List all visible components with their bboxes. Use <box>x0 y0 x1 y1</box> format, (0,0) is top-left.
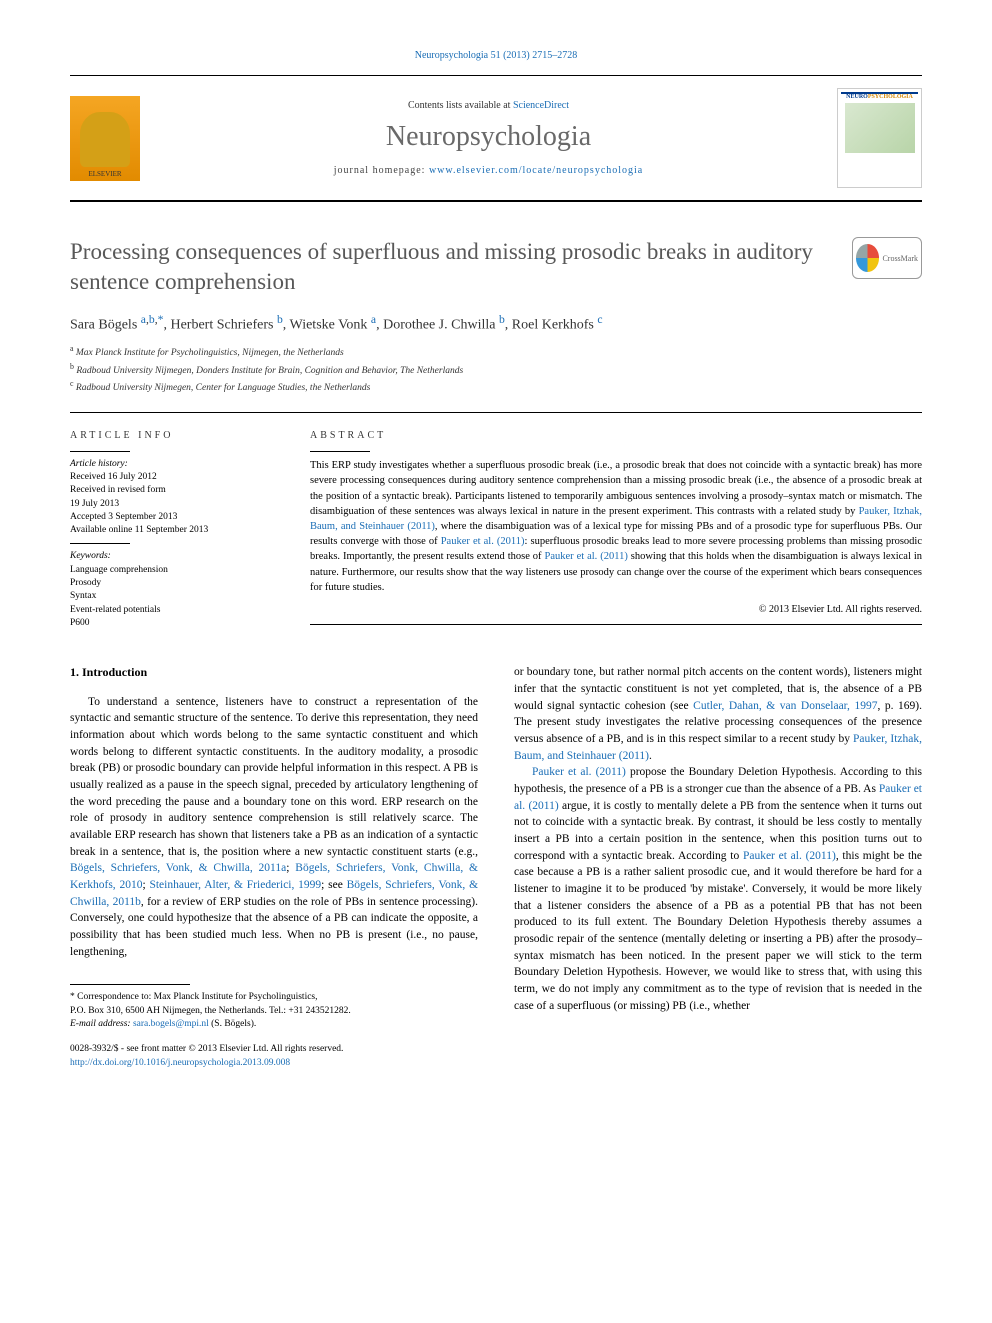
elsevier-logo: ELSEVIER <box>70 96 140 181</box>
history-label: Article history: <box>70 459 128 469</box>
intro-text-2c: . <box>649 750 652 762</box>
homepage-link[interactable]: www.elsevier.com/locate/neuropsychologia <box>429 165 643 176</box>
crossmark-icon <box>856 244 879 272</box>
cover-title-b: PSYCHOLOGIA <box>868 94 913 100</box>
keywords-list: Language comprehensionProsodySyntaxEvent… <box>70 565 168 628</box>
journal-cover: NEUROPSYCHOLOGIA <box>837 88 922 188</box>
corr-line-2: P.O. Box 310, 6500 AH Nijmegen, the Neth… <box>70 1006 351 1016</box>
abstract-copyright: © 2013 Elsevier Ltd. All rights reserved… <box>310 603 922 618</box>
bottom-matter: 0028-3932/$ - see front matter © 2013 El… <box>70 1043 478 1070</box>
sciencedirect-link[interactable]: ScienceDirect <box>513 100 569 111</box>
doi-link[interactable]: http://dx.doi.org/10.1016/j.neuropsychol… <box>70 1058 290 1068</box>
front-matter-line: 0028-3932/$ - see front matter © 2013 El… <box>70 1044 343 1054</box>
cover-title-a: NEURO <box>846 94 868 100</box>
body-column-right: or boundary tone, but rather normal pitc… <box>514 664 922 1070</box>
authors: Sara Bögels a,b,*, Herbert Schriefers b,… <box>70 313 922 334</box>
intro-text-3d: , this might be the case because a PB is… <box>514 850 922 1012</box>
cite-cutler-1997[interactable]: Cutler, Dahan, & van Donselaar, 1997 <box>693 700 877 712</box>
intro-para-2: Pauker et al. (2011) propose the Boundar… <box>514 764 922 1014</box>
corresponding-footnote: * Correspondence to: Max Planck Institut… <box>70 991 478 1031</box>
homepage-line: journal homepage: www.elsevier.com/locat… <box>160 165 817 176</box>
abs-cite-3[interactable]: Pauker et al. (2011) <box>544 551 627 562</box>
cite-pauker-2011-c[interactable]: Pauker et al. (2011) <box>743 850 836 862</box>
cover-image <box>845 103 915 153</box>
elsevier-tree-icon <box>80 112 130 167</box>
received-date: Received 16 July 2012 <box>70 472 157 482</box>
abstract-heading: ABSTRACT <box>310 429 922 444</box>
abs-cite-2[interactable]: Pauker et al. (2011) <box>441 536 525 547</box>
intro-text-1a: To understand a sentence, listeners have… <box>70 696 478 858</box>
cite-pauker-2011-a[interactable]: Pauker et al. (2011) <box>532 766 626 778</box>
crossmark-button[interactable]: CrossMark <box>852 237 922 279</box>
intro-para-1-cont: or boundary tone, but rather normal pitc… <box>514 664 922 764</box>
revised-date: 19 July 2013 <box>70 499 119 509</box>
intro-para-1: To understand a sentence, listeners have… <box>70 694 478 961</box>
revised-label: Received in revised form <box>70 485 166 495</box>
accepted-date: Accepted 3 September 2013 <box>70 512 177 522</box>
corr-email-link[interactable]: sara.bogels@mpi.nl <box>133 1019 209 1029</box>
article-info: ARTICLE INFO Article history: Received 1… <box>70 429 270 631</box>
email-who: (S. Bögels). <box>209 1019 257 1029</box>
journal-header: ELSEVIER Contents lists available at Sci… <box>70 75 922 202</box>
contents-line: Contents lists available at ScienceDirec… <box>160 100 817 111</box>
elsevier-label: ELSEVIER <box>88 170 121 178</box>
corr-line-1: * Correspondence to: Max Planck Institut… <box>70 992 318 1002</box>
affiliations: a Max Planck Institute for Psycholinguis… <box>70 343 922 395</box>
contents-prefix: Contents lists available at <box>408 100 513 111</box>
journal-name: Neuropsychologia <box>160 121 817 153</box>
keywords-label: Keywords: <box>70 551 111 561</box>
running-head-link[interactable]: Neuropsychologia 51 (2013) 2715–2728 <box>415 50 577 61</box>
abs-text-1: This ERP study investigates whether a su… <box>310 460 922 517</box>
cite-steinhauer-1999[interactable]: Steinhauer, Alter, & Friederici, 1999 <box>149 879 321 891</box>
online-date: Available online 11 September 2013 <box>70 525 208 535</box>
homepage-prefix: journal homepage: <box>334 165 429 176</box>
section-heading-intro: 1. Introduction <box>70 664 478 681</box>
body-column-left: 1. Introduction To understand a sentence… <box>70 664 478 1070</box>
article-info-heading: ARTICLE INFO <box>70 429 270 443</box>
crossmark-label: CrossMark <box>882 254 918 263</box>
intro-see: ; see <box>321 879 346 891</box>
email-label: E-mail address: <box>70 1019 133 1029</box>
running-head: Neuropsychologia 51 (2013) 2715–2728 <box>70 50 922 61</box>
article-title: Processing consequences of superfluous a… <box>70 237 837 297</box>
cite-bogels-2011a[interactable]: Bögels, Schriefers, Vonk, & Chwilla, 201… <box>70 862 286 874</box>
abstract: ABSTRACT This ERP study investigates whe… <box>310 429 922 631</box>
